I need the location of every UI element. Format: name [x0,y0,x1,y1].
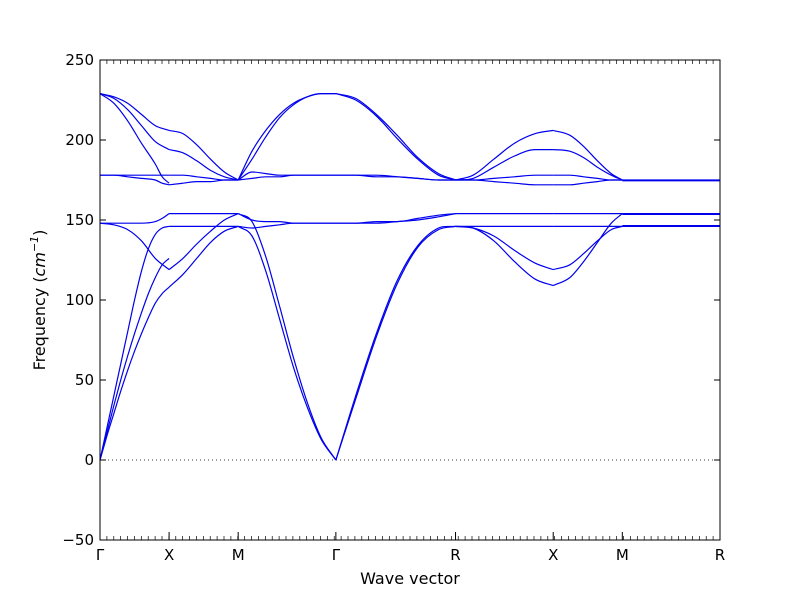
band-line-50 [553,179,623,186]
band-line-22 [237,213,336,224]
x-tick-label: R [450,546,460,564]
y-axis-label-exponent: −1 [28,236,41,252]
band-line-44 [553,225,623,271]
y-axis-label-prefix: Frequency ( [30,276,49,370]
band-line-9 [99,93,170,131]
band-line-31 [335,174,456,181]
x-tick-label: X [548,546,558,564]
band-line-33 [335,93,456,181]
band-line-10 [99,93,170,184]
band-line-30 [335,213,456,224]
series-layer [99,93,720,461]
band-line-2 [99,257,170,461]
band-line-36 [455,225,554,271]
y-tick-label: 250 [65,51,94,69]
y-tick-label: −50 [62,531,94,549]
band-line-15 [168,149,239,181]
band-line-11 [168,225,239,288]
band-line-4 [99,222,170,271]
plot-frame [99,59,721,541]
band-line-12 [168,213,239,271]
band-line-26 [237,93,336,181]
band-line-40 [455,129,554,181]
y-tick-label: 150 [65,211,94,229]
band-line-24 [238,174,336,181]
x-tick-label: R [715,546,725,564]
x-tick-label: M [616,546,629,564]
band-line-35 [455,225,554,287]
band-line-3 [99,225,170,461]
band-line-25 [237,93,336,181]
band-line-8 [99,93,170,151]
x-axis-label: Wave vector [360,569,460,588]
y-tick-label: 200 [65,131,94,149]
band-line-1 [99,286,170,461]
band-line-43 [552,213,623,287]
y-axis-label: Frequency (cm−1) [28,230,49,371]
y-tick-label: 100 [65,291,94,309]
band-line-34 [335,93,456,181]
x-tick-label: X [164,546,174,564]
y-axis-label-unit: cm [30,252,49,276]
x-tick-label: Γ [96,546,105,564]
y-tick-label: 0 [84,451,94,469]
band-line-16 [168,129,239,181]
band-line-5 [100,213,170,224]
band-line-39 [455,148,554,181]
band-line-48 [553,129,623,181]
band-line-42 [455,179,554,186]
y-axis-label-suffix: ) [30,230,49,236]
band-line-18 [169,179,239,186]
y-tick-label: 50 [75,371,94,389]
band-line-19 [237,225,337,461]
band-line-47 [553,149,623,181]
band-line-32 [335,174,456,181]
tick-layer: −50 0 50 100 150 200 250 Γ X M Γ R X M R [62,51,725,564]
band-line-7 [100,174,170,186]
band-line-27 [335,225,456,461]
x-tick-label: M [232,546,245,564]
band-line-20 [237,213,337,461]
band-line-28 [335,225,456,461]
x-tick-label: Γ [332,546,341,564]
